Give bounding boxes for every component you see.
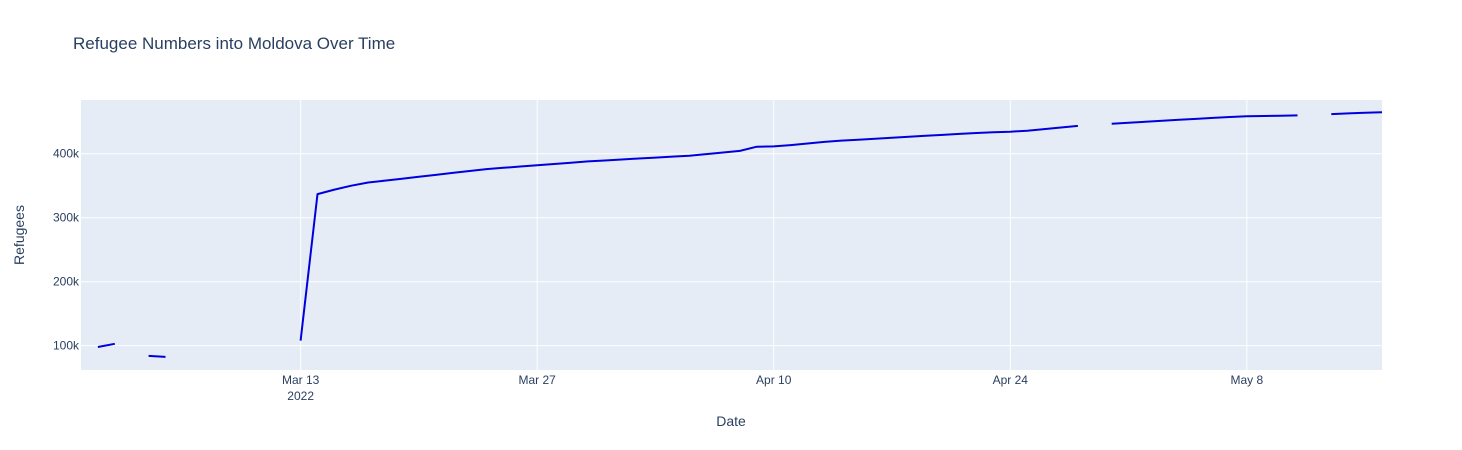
series-line-segment (1111, 114, 1298, 125)
series-line-segment (1331, 111, 1383, 116)
y-tick-label: 300k (53, 211, 80, 225)
x-tick-label: Apr 24 (993, 373, 1029, 387)
y-tick-label: 100k (53, 339, 80, 353)
series-lines (97, 111, 1383, 358)
x-tick-label: May 8 (1230, 373, 1263, 387)
x-axis-ticks: Mar 13 2022 Mar 27 Apr 10 Apr 24 May 8 (282, 373, 1264, 403)
x-tick-sublabel: 2022 (287, 389, 314, 403)
y-axis-ticks: 100k 200k 300k 400k (53, 147, 80, 353)
series-line-segment (97, 342, 115, 348)
gridlines (81, 100, 1382, 370)
x-axis-label: Date (716, 413, 746, 429)
chart-title: Refugee Numbers into Moldova Over Time (73, 34, 396, 53)
series-line-segment (299, 124, 1078, 341)
series-line-segment (148, 354, 166, 358)
x-tick-label: Mar 13 (282, 373, 320, 387)
y-tick-label: 200k (53, 275, 80, 289)
y-axis-label: Refugees (11, 205, 27, 265)
x-tick-label: Mar 27 (519, 373, 557, 387)
plot-area (81, 100, 1382, 370)
x-tick-label: Apr 10 (756, 373, 792, 387)
y-tick-label: 400k (53, 147, 80, 161)
